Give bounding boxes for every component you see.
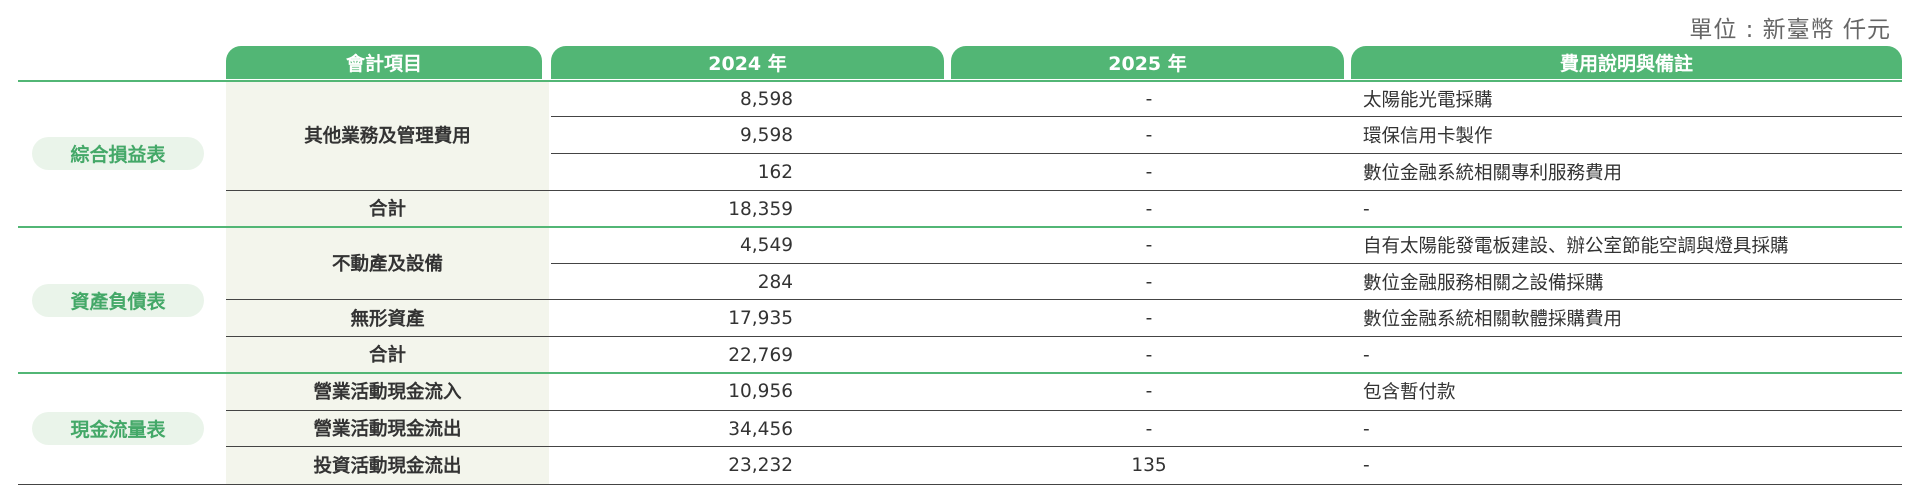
note-text: - — [1363, 344, 1370, 366]
value-2025: - — [1145, 124, 1153, 146]
value-2025: - — [1145, 234, 1153, 256]
note-text: - — [1363, 418, 1370, 440]
section-cash-flow: 現金流量表 — [32, 412, 204, 445]
item-intangible-assets: 無形資產 — [350, 308, 425, 330]
value-2024: 34,456 — [728, 418, 793, 440]
note-text: 數位金融系統相關專利服務費用 — [1363, 163, 1623, 184]
note-text: 包含暫付款 — [1363, 382, 1456, 403]
value-2025: - — [1145, 418, 1153, 440]
header-notes: 費用說明與備註 — [1351, 46, 1902, 79]
item-investing-outflow: 投資活動現金流出 — [313, 456, 462, 477]
value-2024: 17,935 — [728, 307, 793, 329]
row-rule — [551, 153, 1902, 154]
note-text: 太陽能光電採購 — [1363, 90, 1493, 111]
row-rule — [551, 116, 1902, 117]
value-2024: 284 — [757, 271, 793, 293]
header-account-item: 會計項目 — [226, 46, 542, 79]
item-subtotal-income: 合計 — [368, 199, 406, 220]
section-balance-sheet: 資產負債表 — [32, 284, 204, 317]
section-rule — [18, 372, 1902, 374]
row-rule — [551, 263, 1902, 264]
value-2025: - — [1145, 161, 1153, 183]
note-text: 數位金融系統相關軟體採購費用 — [1363, 309, 1623, 330]
value-2024: 23,232 — [728, 454, 793, 476]
note-text: - — [1363, 198, 1370, 220]
value-2024: 8,598 — [740, 88, 793, 110]
value-2025: - — [1145, 198, 1153, 220]
section-rule — [18, 80, 1902, 82]
table-bottom-rule — [18, 484, 1902, 485]
item-operating-outflow: 營業活動現金流出 — [313, 419, 462, 440]
value-2025: - — [1145, 307, 1153, 329]
note-text: - — [1363, 454, 1370, 476]
section-rule — [18, 226, 1902, 228]
value-2025: 135 — [1131, 454, 1167, 476]
row-rule — [226, 299, 1902, 300]
value-2025: - — [1145, 380, 1153, 402]
header-2024: 2024 年 — [551, 46, 944, 79]
item-subtotal-balance: 合計 — [368, 345, 406, 366]
row-rule — [226, 336, 1902, 337]
value-2025: - — [1145, 344, 1153, 366]
note-text: 數位金融服務相關之設備採購 — [1363, 273, 1604, 294]
item-other-admin-expenses: 其他業務及管理費用 — [304, 126, 471, 147]
item-operating-inflow: 營業活動現金流入 — [313, 382, 462, 403]
header-2025: 2025 年 — [951, 46, 1344, 79]
value-2024: 18,359 — [728, 198, 793, 220]
value-2024: 9,598 — [740, 124, 793, 146]
value-2024: 162 — [757, 161, 793, 183]
unit-label: 單位 : 新臺幣 仟元 — [1689, 17, 1891, 43]
value-2025: - — [1145, 88, 1153, 110]
row-rule — [226, 446, 1902, 447]
value-2024: 4,549 — [740, 234, 793, 256]
note-text: 環保信用卡製作 — [1363, 126, 1493, 147]
row-rule — [226, 410, 1902, 411]
note-text: 自有太陽能發電板建設、辦公室節能空調與燈具採購 — [1363, 236, 1789, 257]
section-income-statement: 綜合損益表 — [32, 137, 204, 170]
item-column-band — [226, 80, 549, 485]
value-2024: 10,956 — [728, 380, 793, 402]
item-property-equipment: 不動產及設備 — [331, 253, 443, 275]
value-2025: - — [1145, 271, 1153, 293]
row-rule — [226, 190, 1902, 191]
value-2024: 22,769 — [728, 344, 793, 366]
